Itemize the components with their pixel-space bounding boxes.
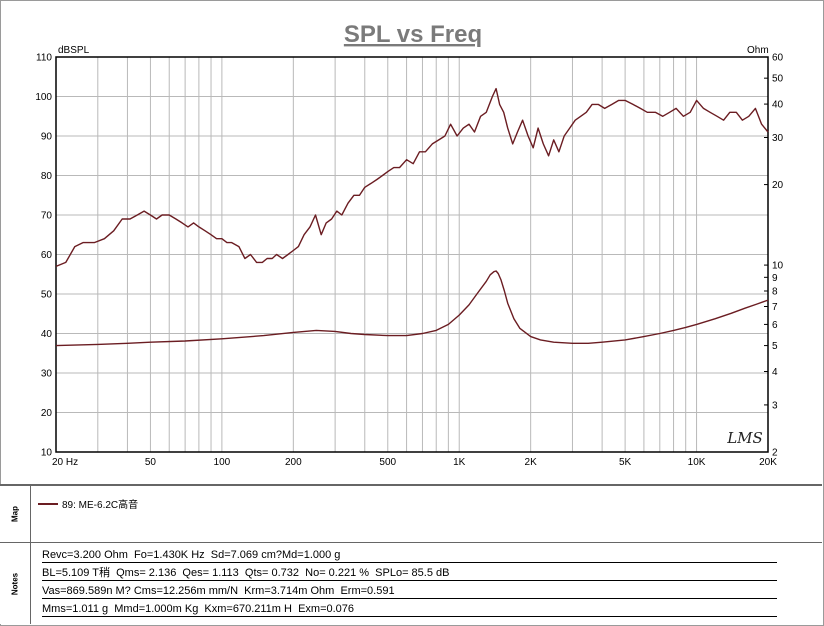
y-left-tick-label: 100 bbox=[35, 92, 52, 103]
note-line-1: Revc=3.200 Ohm Fo=1.430K Hz Sd=7.069 cm?… bbox=[42, 549, 341, 561]
x-tick-label: 100 bbox=[214, 457, 231, 468]
x-tick-label: 200 bbox=[285, 457, 302, 468]
y-right-tick-label: 40 bbox=[772, 100, 784, 111]
note-rule-2 bbox=[42, 580, 777, 581]
x-tick-label: 50 bbox=[145, 457, 157, 468]
spl-line bbox=[55, 87, 769, 268]
y-right-tick-label: 20 bbox=[772, 180, 784, 191]
x-tick-label: 5K bbox=[619, 457, 632, 468]
y-right-tick-label: 5 bbox=[772, 341, 778, 352]
spl-chart: SPL vs Freq dBSPL Ohm 10 20 30 40 50 60 70 80 90… bbox=[35, 21, 783, 469]
x-tick-label: 1K bbox=[453, 457, 466, 468]
note-line-2: BL=5.109 T稍 Qms= 2.136 Qes= 1.113 Qts= 0… bbox=[42, 567, 450, 579]
axes: 1020304050607080901001102345678910203040… bbox=[35, 53, 783, 469]
y-right-tick-label: 10 bbox=[772, 261, 784, 272]
plot-border bbox=[55, 56, 769, 453]
map-side-label: Map bbox=[0, 486, 31, 542]
lms-watermark: LMS bbox=[726, 429, 763, 447]
y-left-tick-label: 90 bbox=[41, 132, 53, 143]
y-left-tick-label: 60 bbox=[41, 250, 53, 261]
y-right-tick-label: 2 bbox=[772, 448, 778, 459]
y-left-unit-label: dBSPL bbox=[58, 45, 90, 56]
y-right-tick-label: 6 bbox=[772, 320, 778, 331]
y-right-tick-label: 60 bbox=[772, 53, 784, 64]
y-right-tick-label: 9 bbox=[772, 273, 778, 284]
y-right-tick-label: 50 bbox=[772, 74, 784, 85]
legend-text: 89: ME-6.2C高音 bbox=[62, 500, 139, 511]
x-tick-label: 20 Hz bbox=[52, 457, 78, 468]
y-left-tick-label: 40 bbox=[41, 329, 53, 340]
y-right-tick-label: 4 bbox=[772, 367, 778, 378]
x-tick-label: 2K bbox=[525, 457, 538, 468]
map-panel: Map 89: ME-6.2C高音 bbox=[0, 484, 822, 543]
notes-panel: Notes Revc=3.200 Ohm Fo=1.430K Hz Sd=7.0… bbox=[0, 543, 822, 624]
y-left-tick-label: 110 bbox=[36, 53, 52, 64]
legend-swatch bbox=[38, 502, 58, 505]
impedance-line bbox=[55, 270, 769, 347]
x-tick-label: 20K bbox=[759, 457, 777, 468]
y-left-tick-label: 80 bbox=[41, 171, 53, 182]
legend-entry[interactable]: 89: ME-6.2C高音 bbox=[38, 496, 138, 511]
x-tick-label: 500 bbox=[379, 457, 396, 468]
notes-side-label: Notes bbox=[0, 543, 31, 624]
y-right-unit-label: Ohm bbox=[747, 45, 769, 56]
note-rule-1 bbox=[42, 562, 777, 563]
notes-label: Notes bbox=[10, 572, 20, 595]
y-right-tick-label: 30 bbox=[772, 133, 784, 144]
note-rule-4 bbox=[42, 616, 777, 617]
y-right-tick-label: 7 bbox=[772, 302, 778, 313]
map-label: Map bbox=[10, 506, 20, 522]
y-right-tick-label: 8 bbox=[772, 287, 778, 298]
x-tick-label: 10K bbox=[688, 457, 706, 468]
grid bbox=[55, 56, 769, 453]
y-left-tick-label: 70 bbox=[41, 211, 53, 222]
y-left-tick-label: 30 bbox=[41, 369, 53, 380]
y-left-tick-label: 10 bbox=[41, 448, 53, 459]
note-rule-3 bbox=[42, 598, 777, 599]
y-right-tick-label: 3 bbox=[772, 400, 778, 411]
y-left-tick-label: 20 bbox=[41, 408, 53, 419]
chart-title: SPL vs Freq bbox=[344, 21, 482, 48]
y-left-tick-label: 50 bbox=[41, 290, 53, 301]
series-lines bbox=[55, 87, 769, 347]
note-line-4: Mms=1.011 g Mmd=1.000m Kg Kxm=670.211m H… bbox=[42, 603, 355, 615]
note-line-3: Vas=869.589n M? Cms=12.256m mm/N Krm=3.7… bbox=[42, 585, 395, 597]
